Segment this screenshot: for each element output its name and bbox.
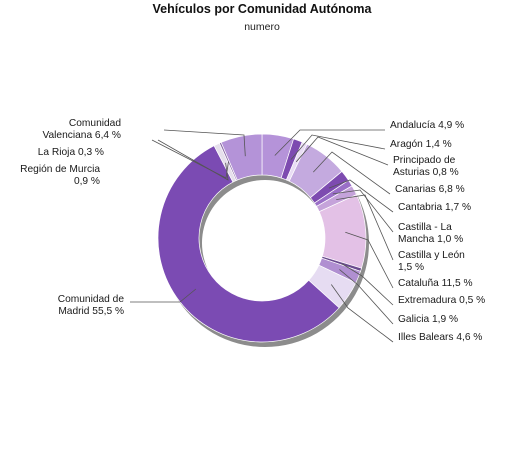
slice-label-line: Región de Murcia xyxy=(20,164,100,175)
leader-line xyxy=(151,139,229,179)
slice-label-line: Madrid 55,5 % xyxy=(58,306,124,317)
slice-label-line: Principado de xyxy=(393,155,456,166)
slice-label: Andalucía 4,9 % xyxy=(390,120,464,131)
leader-line xyxy=(290,134,386,160)
slice-label-line: 1,5 % xyxy=(398,262,424,273)
slice-label-line: Cantabria 1,7 % xyxy=(398,202,471,213)
slice-label-line: La Rioja 0,3 % xyxy=(38,147,104,158)
leader-line xyxy=(313,151,391,195)
leader-line xyxy=(295,136,389,166)
slice-label: Cantabria 1,7 % xyxy=(398,202,471,213)
slice-label: Extremadura 0,5 % xyxy=(398,295,485,306)
leader-line xyxy=(274,129,385,156)
slice-label-line: Canarias 6,8 % xyxy=(395,184,465,195)
slice-label-line: Castilla y León xyxy=(398,250,465,261)
slice-label-line: Andalucía 4,9 % xyxy=(390,120,464,131)
slice-labels: Andalucía 4,9 % Aragón 1,4 % Principado de… xyxy=(20,118,485,343)
slice-label-line: Valenciana 6,4 % xyxy=(42,130,121,141)
chart-subtitle: numero xyxy=(244,21,280,33)
leader-line xyxy=(130,288,197,303)
leader-line xyxy=(341,263,394,306)
slice-label: Castilla y León 1,5 % xyxy=(398,250,465,273)
slice-label-line: Extremadura 0,5 % xyxy=(398,295,485,306)
slice-label-line: Asturias 0,8 % xyxy=(393,167,459,178)
leader-line xyxy=(330,284,394,343)
slice-label: Illes Balears 4,6 % xyxy=(398,332,482,343)
donut-slice xyxy=(220,133,263,181)
leader-line xyxy=(157,139,229,181)
slice-label-line: Galicia 1,9 % xyxy=(398,314,458,325)
slice-label: La Rioja 0,3 % xyxy=(38,147,104,158)
chart-title: Vehículos por Comunidad Autónoma xyxy=(153,2,373,16)
slice-label-line: Mancha 1,0 % xyxy=(398,234,463,245)
leader-line xyxy=(328,179,394,213)
leader-lines xyxy=(130,129,394,343)
leader-line xyxy=(332,189,394,233)
slice-label-line: Cataluña 11,5 % xyxy=(398,278,473,289)
leader-line xyxy=(163,129,246,157)
slice-label: Comunidad de Madrid 55,5 % xyxy=(58,294,125,317)
slice-label-line: Aragón 1,4 % xyxy=(390,139,452,150)
leader-line xyxy=(339,269,394,325)
slice-label: Región de Murcia 0,9 % xyxy=(20,164,100,187)
slice-label-line: Comunidad de xyxy=(58,294,125,305)
donut-slice xyxy=(157,145,340,343)
slice-label-line: Illes Balears 4,6 % xyxy=(398,332,482,343)
slice-label: Principado de Asturias 0,8 % xyxy=(393,155,459,178)
slice-label: Aragón 1,4 % xyxy=(390,139,452,150)
slice-label-line: Castilla - La xyxy=(398,222,452,233)
slice-label: Cataluña 11,5 % xyxy=(398,278,473,289)
leader-line xyxy=(336,194,394,261)
leader-line xyxy=(345,231,394,289)
slice-label: Comunidad Valenciana 6,4 % xyxy=(42,118,121,141)
slice-label: Canarias 6,8 % xyxy=(395,184,465,195)
slice-label: Castilla - La Mancha 1,0 % xyxy=(398,222,463,245)
slice-label-line: 0,9 % xyxy=(74,176,100,187)
slice-label-line: Comunidad xyxy=(69,118,121,129)
slice-label: Galicia 1,9 % xyxy=(398,314,458,325)
